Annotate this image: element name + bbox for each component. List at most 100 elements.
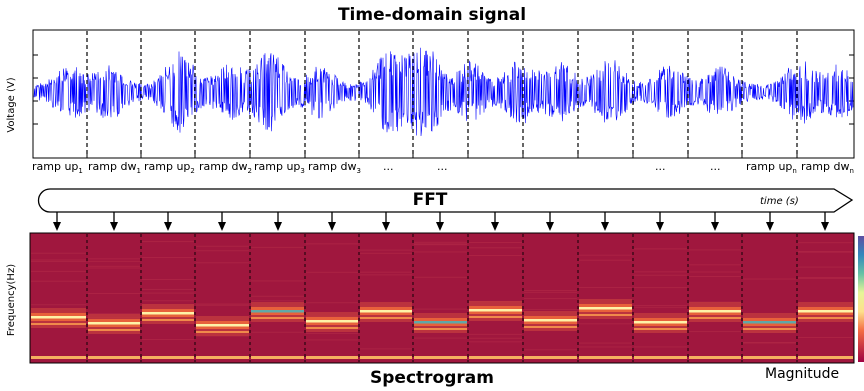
noise-line — [196, 262, 249, 264]
fft-arrow-head — [53, 222, 61, 231]
noise-line — [142, 278, 194, 280]
band-peak — [579, 307, 632, 310]
waveform — [33, 47, 854, 137]
noise-line — [414, 337, 467, 339]
noise-line — [360, 252, 412, 254]
segment-label-base: ramp up — [746, 160, 793, 173]
noise-line — [579, 259, 632, 261]
band-harmonic — [414, 328, 467, 330]
band-harmonic — [31, 323, 86, 325]
noise-line — [634, 274, 687, 276]
fft-arrow-head — [274, 222, 282, 231]
noise-line — [360, 271, 412, 273]
segment-label: ... — [437, 160, 448, 173]
bottom-band — [31, 356, 86, 359]
noise-line — [798, 251, 853, 253]
noise-line — [31, 304, 86, 306]
bottom-band — [414, 356, 467, 359]
noise-line — [798, 242, 853, 244]
noise-line — [579, 254, 632, 256]
noise-line — [743, 278, 796, 280]
band-peak — [469, 309, 522, 312]
noise-line — [798, 276, 853, 278]
segment-label-base: ramp dw — [88, 160, 137, 173]
segment-label: ramp dw2 — [199, 160, 252, 175]
band-peak — [360, 310, 412, 313]
band-peak — [31, 316, 86, 319]
time-arrow — [37, 188, 854, 213]
fft-arrow-head — [711, 222, 719, 231]
bottom-band — [142, 356, 194, 359]
colorbar — [858, 236, 864, 362]
segment-label: ramp dw1 — [88, 160, 141, 175]
bottom-band — [196, 356, 249, 359]
band-harmonic — [306, 327, 358, 329]
noise-line — [469, 337, 522, 339]
segment-label-subscript: 2 — [247, 167, 252, 176]
noise-line — [469, 247, 522, 249]
segment-label-base: ramp dw — [801, 160, 850, 173]
spectrogram-background — [30, 233, 854, 363]
noise-line — [31, 252, 86, 254]
segment-label-base: ramp up — [144, 160, 191, 173]
band-harmonic — [634, 328, 687, 330]
segment-label: ramp upn — [746, 160, 797, 175]
noise-line — [689, 276, 741, 278]
noise-line — [306, 271, 358, 273]
segment-label-base: ramp up — [254, 160, 301, 173]
noise-line — [306, 243, 358, 245]
fft-arrow-head — [110, 222, 118, 231]
band-harmonic — [196, 331, 249, 333]
noise-line — [634, 306, 687, 308]
fft-arrows — [53, 212, 829, 231]
bottom-band — [306, 356, 358, 359]
noise-line — [798, 266, 853, 268]
noise-line — [634, 346, 687, 348]
bottom-band — [634, 356, 687, 359]
noise-line — [524, 291, 577, 293]
band-harmonic — [743, 328, 796, 330]
segment-label: ... — [383, 160, 394, 173]
band-harmonic — [798, 317, 853, 319]
segment-label-base: ... — [383, 160, 394, 173]
band-harmonic — [88, 329, 140, 331]
bottom-band — [689, 356, 741, 359]
band-peak — [634, 321, 687, 324]
noise-line — [142, 241, 194, 243]
noise-line — [142, 338, 194, 340]
noise-line — [306, 302, 358, 304]
noise-line — [524, 349, 577, 351]
noise-line — [88, 267, 140, 269]
noise-line — [142, 292, 194, 294]
fft-arrow-head — [546, 222, 554, 231]
noise-line — [469, 341, 522, 343]
signal-title: Time-domain signal — [337, 5, 527, 25]
band-peak — [142, 312, 194, 315]
segment-label-subscript: 3 — [300, 167, 305, 176]
noise-line — [634, 248, 687, 250]
segment-label-base: ramp dw — [308, 160, 357, 173]
spectrogram-title: Spectrogram — [370, 368, 494, 388]
band-peak — [306, 320, 358, 323]
noise-line — [88, 313, 140, 315]
segment-label: ... — [655, 160, 666, 173]
noise-line — [414, 251, 467, 253]
noise-line — [469, 254, 522, 256]
noise-line — [251, 331, 304, 333]
noise-line — [414, 243, 467, 245]
segment-label-subscript: 1 — [136, 167, 141, 176]
time-axis-label: time (s) — [760, 196, 799, 207]
noise-line — [469, 241, 522, 243]
fft-arrow-head — [491, 222, 499, 231]
noise-line — [196, 335, 249, 337]
noise-line — [524, 290, 577, 292]
segment-label-base: ramp dw — [199, 160, 248, 173]
band-peak — [743, 321, 796, 324]
segment-label-subscript: 3 — [356, 167, 361, 176]
noise-line — [251, 280, 304, 282]
noise-line — [142, 288, 194, 290]
fft-arrow-head — [436, 222, 444, 231]
band-harmonic — [469, 316, 522, 318]
noise-line — [360, 348, 412, 350]
noise-line — [414, 276, 467, 278]
